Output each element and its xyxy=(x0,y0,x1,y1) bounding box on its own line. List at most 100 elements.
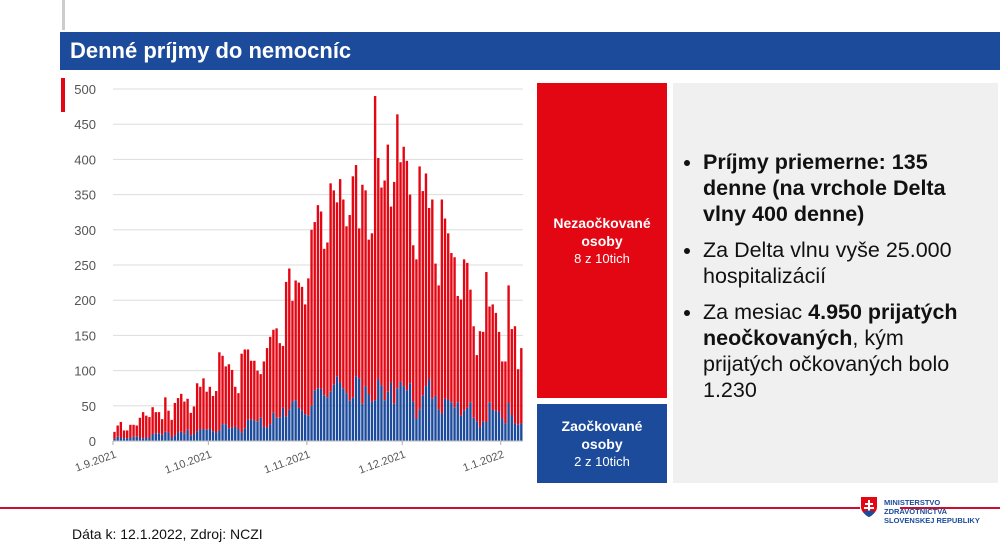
bar-vaccinated xyxy=(462,410,466,441)
bar-unvaccinated xyxy=(437,285,440,410)
vaccinated-label: Zaočkované osoby xyxy=(561,417,643,452)
bar-unvaccinated xyxy=(138,417,142,438)
vaccinated-share: 2 z 10tich xyxy=(574,453,630,469)
bar-vaccinated xyxy=(122,438,126,441)
bar-vaccinated xyxy=(370,401,374,441)
y-tick-label: 200 xyxy=(74,293,96,308)
bar-unvaccinated xyxy=(415,259,418,419)
bar-vaccinated xyxy=(249,419,253,441)
bar-unvaccinated xyxy=(434,263,437,396)
bar-vaccinated xyxy=(278,417,281,441)
y-tick-label: 400 xyxy=(74,152,96,167)
bar-vaccinated xyxy=(192,433,196,441)
bar-vaccinated xyxy=(145,437,148,441)
unvaccinated-share: 8 z 10tich xyxy=(574,250,630,266)
bar-unvaccinated xyxy=(453,257,456,408)
bar-unvaccinated xyxy=(275,328,278,418)
bar-unvaccinated xyxy=(402,146,405,387)
y-tick-label: 0 xyxy=(89,434,96,449)
bar-vaccinated xyxy=(148,437,151,441)
bar-unvaccinated xyxy=(237,393,240,430)
bar-vaccinated xyxy=(227,428,231,441)
bar-unvaccinated xyxy=(501,361,504,419)
bar-unvaccinated xyxy=(440,199,444,414)
bar-vaccinated xyxy=(335,376,339,441)
bar-vaccinated xyxy=(421,395,424,441)
bar-vaccinated xyxy=(259,417,262,441)
hospital-admissions-chart: 0 50 100 150 200 250 300 350 400 450 500 1.9.2021 1.… xyxy=(74,82,523,477)
bullet-average: Príjmy priemerne: 135 denne (na vrchole … xyxy=(703,149,988,227)
bar-unvaccinated xyxy=(338,179,342,383)
bar-unvaccinated xyxy=(116,425,119,437)
bar-unvaccinated xyxy=(424,173,428,387)
bar-unvaccinated xyxy=(326,242,329,398)
bar-unvaccinated xyxy=(345,226,348,394)
vaccinated-box: Zaočkované osoby 2 z 10tich xyxy=(537,404,667,483)
bar-unvaccinated xyxy=(202,378,205,430)
bar-unvaccinated xyxy=(370,233,374,402)
bar-unvaccinated xyxy=(211,395,215,432)
bar-unvaccinated xyxy=(160,419,164,435)
bar-unvaccinated xyxy=(396,114,399,389)
bar-vaccinated xyxy=(119,437,123,441)
bar-unvaccinated xyxy=(218,352,221,431)
summary-panel: Príjmy priemerne: 135 denne (na vrchole … xyxy=(673,83,998,483)
bar-unvaccinated xyxy=(361,184,364,404)
divider xyxy=(62,0,65,30)
bar-vaccinated xyxy=(199,429,202,441)
bar-unvaccinated xyxy=(145,415,148,438)
bar-unvaccinated xyxy=(240,353,243,433)
bar-vaccinated xyxy=(329,391,332,441)
bar-unvaccinated xyxy=(319,211,323,389)
bar-vaccinated xyxy=(243,428,246,441)
bar-unvaccinated xyxy=(507,285,510,403)
bar-unvaccinated xyxy=(288,268,291,410)
bar-unvaccinated xyxy=(170,419,173,438)
bar-unvaccinated xyxy=(367,239,370,395)
bar-vaccinated xyxy=(211,431,215,441)
y-tick-label: 50 xyxy=(82,399,96,414)
bar-vaccinated xyxy=(186,429,189,441)
bar-vaccinated xyxy=(475,421,479,441)
ministry-logo: MINISTERSTVO ZDRAVOTNÍCTVA SLOVENSKEJ RE… xyxy=(860,496,980,525)
bar-vaccinated xyxy=(205,429,208,441)
bar-vaccinated xyxy=(164,431,167,441)
bar-vaccinated xyxy=(389,382,393,441)
bar-vaccinated xyxy=(408,383,412,441)
bar-vaccinated xyxy=(310,405,313,441)
bar-unvaccinated xyxy=(208,386,212,430)
bar-unvaccinated xyxy=(122,430,126,439)
bar-vaccinated xyxy=(367,394,370,441)
bar-unvaccinated xyxy=(472,326,475,418)
bar-vaccinated xyxy=(160,434,164,441)
x-tick-label: 1.11.2021 xyxy=(263,449,312,477)
bar-vaccinated xyxy=(415,418,418,441)
bar-unvaccinated xyxy=(466,262,469,408)
bar-vaccinated xyxy=(116,436,119,441)
bar-vaccinated xyxy=(377,379,380,441)
bar-unvaccinated xyxy=(151,407,154,434)
bar-vaccinated xyxy=(427,379,431,441)
bar-vaccinated xyxy=(126,438,129,441)
bar-vaccinated xyxy=(113,438,116,441)
bar-vaccinated xyxy=(373,400,377,441)
bar-unvaccinated xyxy=(167,410,170,433)
bar-vaccinated xyxy=(402,386,405,441)
bar-unvaccinated xyxy=(132,424,135,437)
bar-vaccinated xyxy=(132,436,135,441)
bar-vaccinated xyxy=(269,424,272,441)
y-tick-label: 500 xyxy=(74,82,96,97)
bar-unvaccinated xyxy=(443,218,447,399)
bar-unvaccinated xyxy=(323,248,326,396)
bar-vaccinated xyxy=(303,414,307,441)
bar-vaccinated xyxy=(265,427,269,441)
coat-of-arms-icon xyxy=(861,497,877,517)
bar-unvaccinated xyxy=(364,190,367,387)
bar-unvaccinated xyxy=(157,412,161,434)
bar-unvaccinated xyxy=(513,326,517,424)
bar-unvaccinated xyxy=(281,345,285,408)
bar-unvaccinated xyxy=(377,157,380,380)
bar-vaccinated xyxy=(240,432,243,441)
bar-unvaccinated xyxy=(516,369,520,425)
bar-unvaccinated xyxy=(351,176,355,398)
